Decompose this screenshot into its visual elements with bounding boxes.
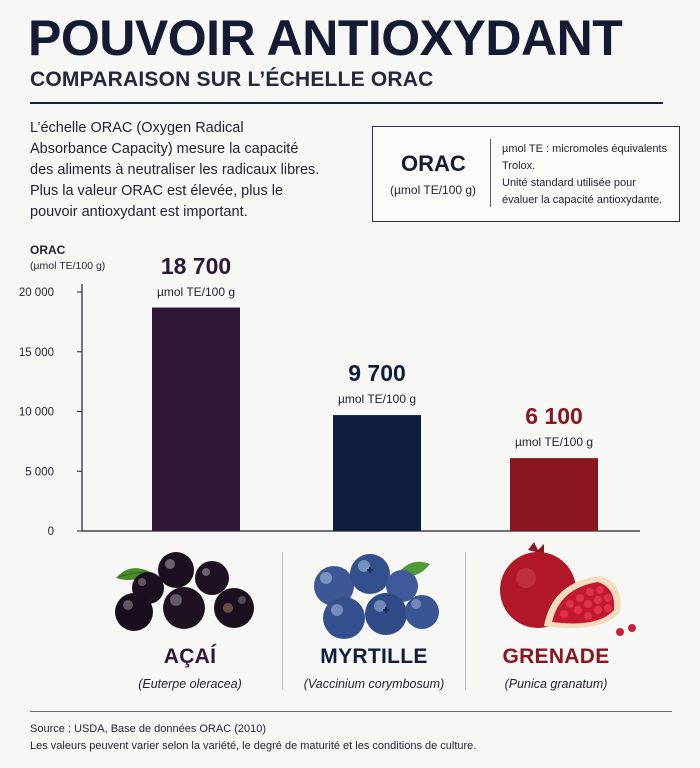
- bar-value-unit: µmol TE/100 g: [514, 435, 594, 450]
- pomegranate-icon: [500, 542, 636, 636]
- y-axis-title: ORAC: [30, 243, 66, 257]
- y-axis-unit: (µmol TE/100 g): [30, 260, 106, 272]
- orac-unit: (µmol TE/100 g): [390, 183, 477, 197]
- bar-value-label: 6 100: [525, 403, 583, 430]
- fruit-latin-acai: (Euterpe oleracea): [138, 677, 242, 691]
- footer-divider: [30, 711, 672, 712]
- intro-text: L’échelle ORAC (Oxygen Radical Absorbanc…: [30, 120, 320, 220]
- fruit-name-myrtille: MYRTILLE: [320, 645, 428, 668]
- blueberries-icon: [314, 554, 439, 639]
- bar-1: [152, 307, 240, 531]
- orac-note-usage: Unité standard utilisée pour évaluer la …: [502, 177, 663, 206]
- orac-note: µmol TE : micromoles équivalents Trolox.…: [502, 141, 674, 209]
- y-tick-label: 5 000: [25, 466, 54, 478]
- page-subtitle: COMPARAISON SUR L’ÉCHELLE ORAC: [30, 68, 434, 91]
- fruit-separator-1: [282, 552, 283, 690]
- page-title: POUVOIR ANTIOXYDANT: [28, 10, 623, 66]
- footnote-text: Les valeurs peuvent varier selon la vari…: [30, 740, 477, 752]
- bar-value-label: 9 700: [348, 360, 406, 387]
- bar-value-unit: µmol TE/100 g: [337, 392, 417, 407]
- source-text: Source : USDA, Base de données ORAC (201…: [30, 723, 267, 735]
- bar-chart: 0 5 000 10 000 15 000 20 000: [19, 284, 640, 538]
- y-tick-label: 10 000: [19, 407, 54, 419]
- orac-note-definition: µmol TE : micromoles équivalents Trolox.: [502, 143, 668, 172]
- bar-3: [510, 458, 598, 531]
- fruit-latin-myrtille: (Vaccinium corymbosum): [303, 677, 445, 691]
- title-divider: [30, 102, 663, 104]
- bar-value-unit: µmol TE/100 g: [156, 284, 236, 299]
- fruit-separator-2: [465, 552, 466, 690]
- acai-berries-icon: [115, 552, 254, 631]
- y-tick-label: 0: [48, 526, 54, 538]
- y-tick-label: 15 000: [19, 347, 54, 359]
- fruit-latin-grenade: (Punica granatum): [504, 677, 608, 691]
- y-tick-label: 20 000: [19, 287, 54, 299]
- fruit-name-acai: AÇAÍ: [163, 645, 217, 668]
- orac-label: ORAC: [401, 151, 466, 176]
- fruit-name-grenade: GRENADE: [502, 645, 610, 668]
- bar-2: [333, 415, 421, 531]
- bars: [152, 307, 598, 531]
- bar-value-label: 18 700: [160, 252, 232, 279]
- info-box-separator: [490, 139, 491, 207]
- y-axis-ticks: 0 5 000 10 000 15 000 20 000: [19, 287, 82, 538]
- orac-info-box: ORAC (µmol TE/100 g) µmol TE : micromole…: [372, 126, 680, 222]
